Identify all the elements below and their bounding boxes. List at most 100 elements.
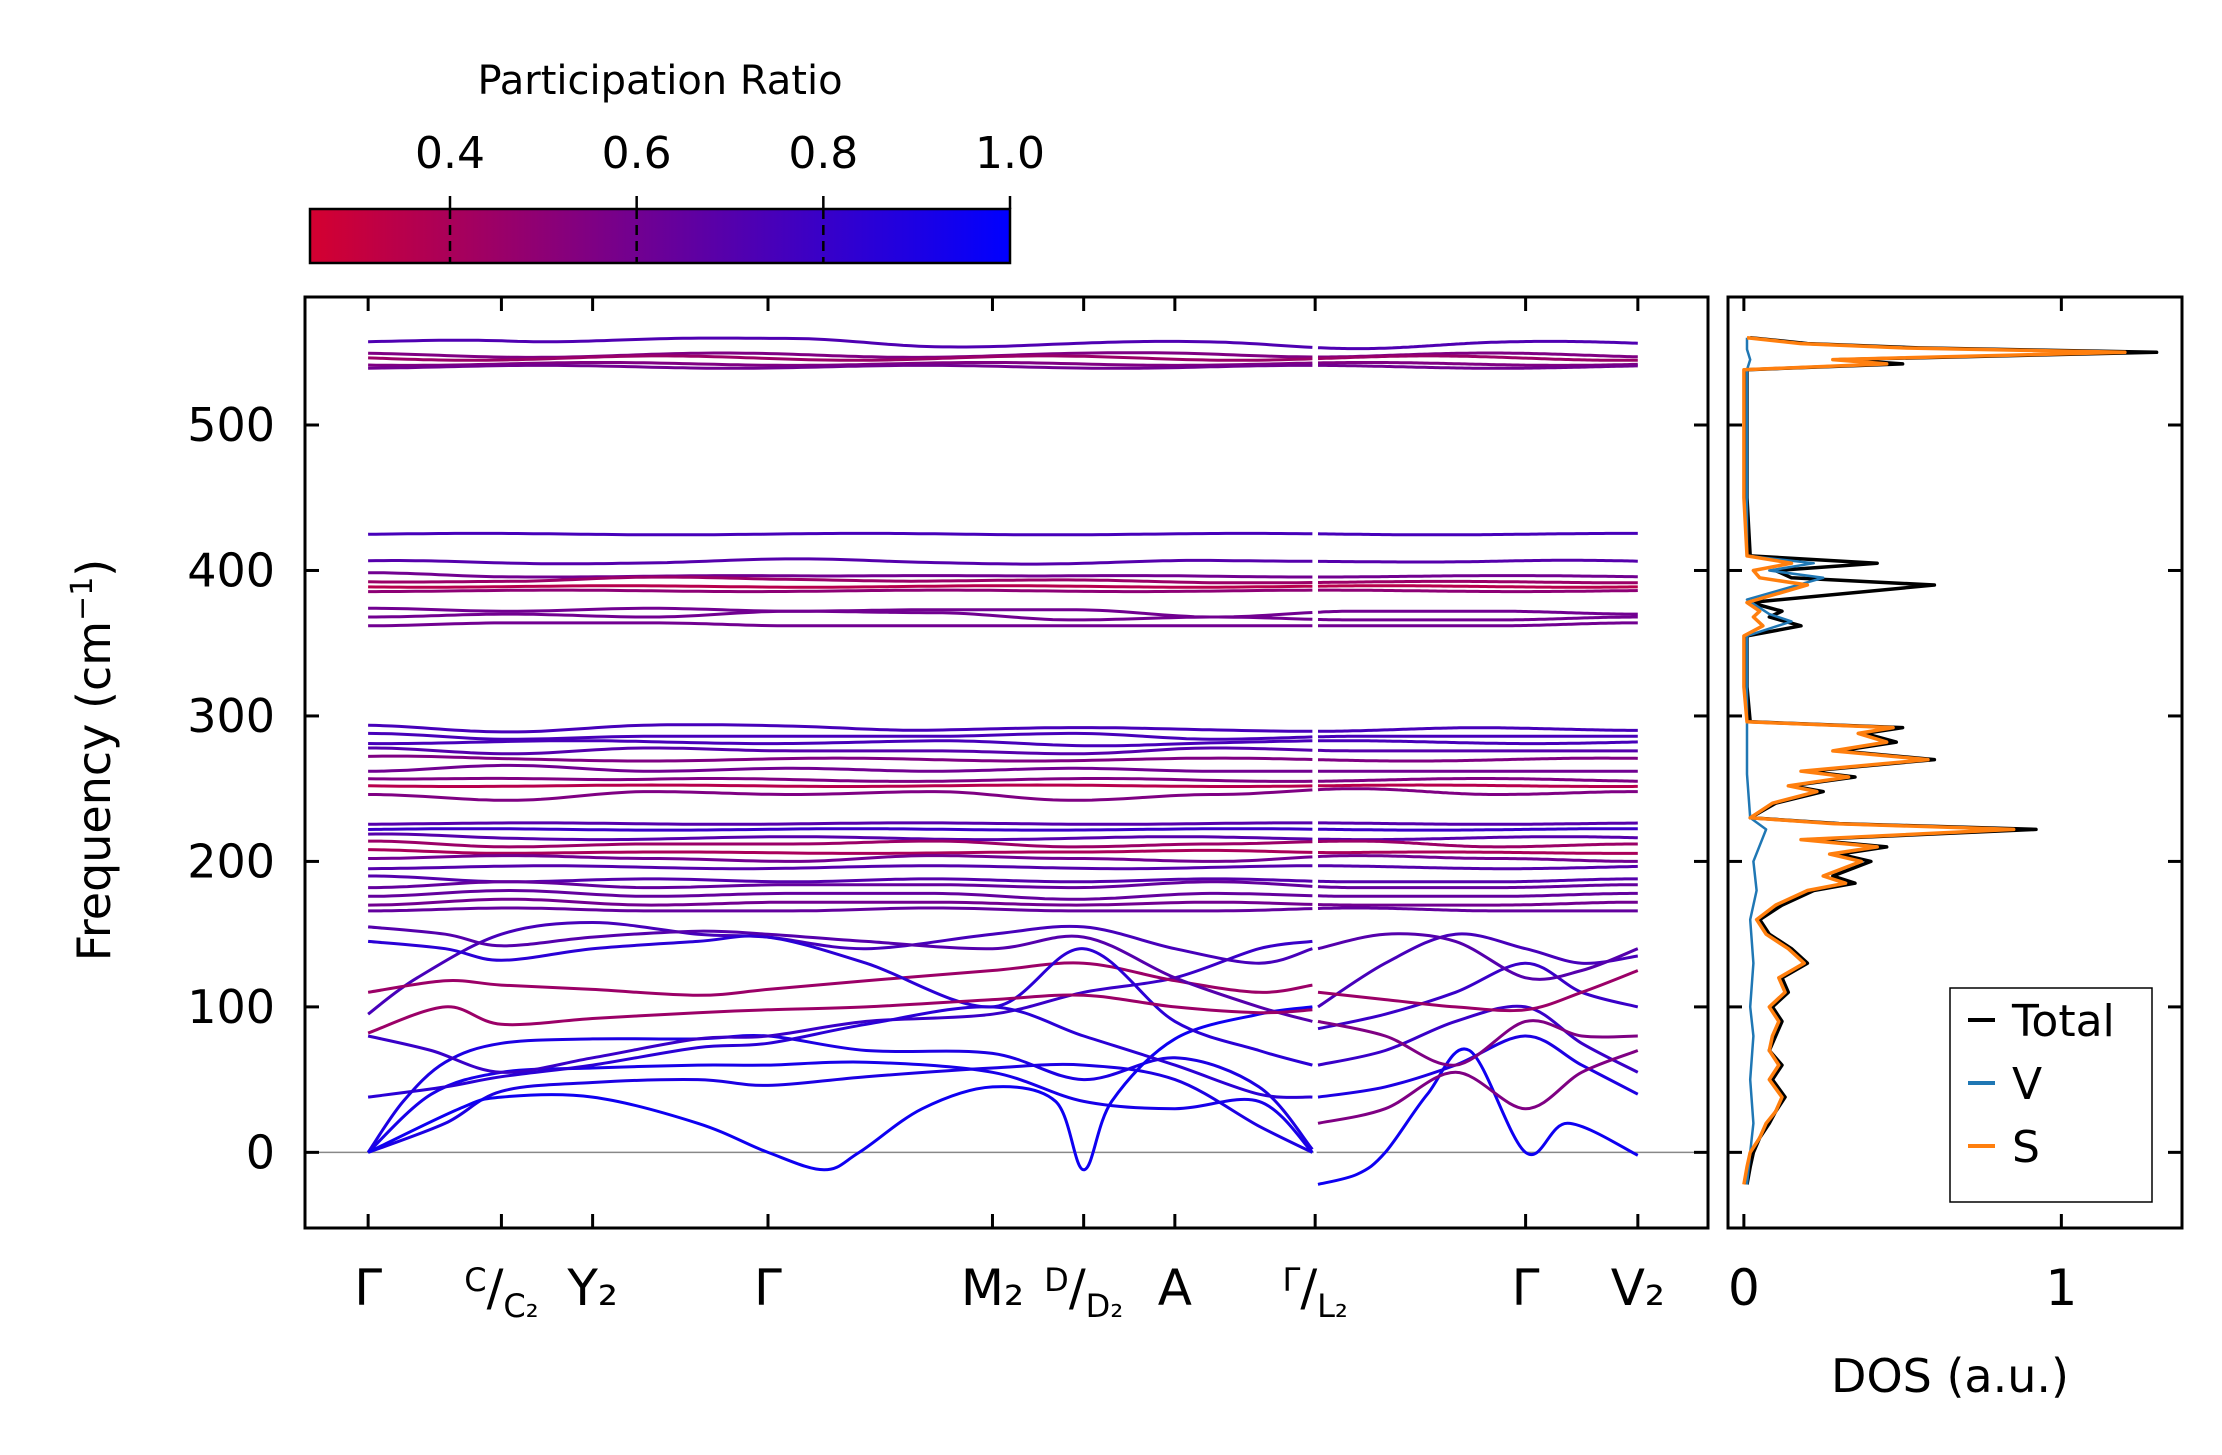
band-line — [1318, 748, 1638, 753]
band-line — [1317, 906, 1638, 913]
y-axis-label-superscript: −1 — [65, 577, 100, 621]
kpoint-label: D/D₂ — [1044, 1259, 1123, 1325]
band-line — [1317, 827, 1638, 832]
band-line — [1317, 531, 1638, 537]
colorbar-tick-label: 0.4 — [415, 128, 485, 179]
band-line — [1317, 787, 1638, 796]
band-plot-frame — [303, 295, 1710, 1230]
band-line — [1318, 756, 1638, 763]
band-line — [366, 1034, 1314, 1154]
band-line — [368, 363, 1313, 370]
band-line — [368, 336, 1313, 349]
band-line — [1318, 821, 1638, 826]
band-line — [368, 839, 1313, 849]
kpoint-label: Γ — [1512, 1259, 1540, 1317]
band-line — [1317, 877, 1638, 884]
band-line — [368, 880, 1313, 890]
y-tick-label: 0 — [246, 1125, 275, 1179]
y-axis-label-text: Frequency (cm — [67, 621, 121, 961]
y-tick-label: 400 — [187, 543, 275, 597]
band-line — [368, 864, 1313, 871]
colorbar-title: Participation Ratio — [477, 58, 842, 104]
dos-series-v — [1745, 337, 1825, 1185]
band-line — [368, 557, 1313, 566]
band-line — [368, 739, 1313, 748]
y-tick-label: 200 — [187, 834, 275, 888]
band-line — [367, 1062, 1314, 1154]
band-line — [1317, 969, 1639, 1013]
kpoint-label: M₂ — [961, 1259, 1024, 1317]
kpoint-label-slash: / — [1300, 1259, 1317, 1317]
colorbar-gradient — [308, 207, 1012, 265]
band-line — [367, 961, 1313, 997]
band-line — [368, 723, 1313, 734]
band-line — [1318, 579, 1638, 585]
colorbar: Participation Ratio 0.4 0.6 0.8 1.0 — [308, 58, 1045, 265]
band-line — [368, 621, 1313, 628]
band-line — [367, 925, 1313, 1023]
band-line — [1317, 1049, 1639, 1125]
kpoint-label: Γ/L₂ — [1282, 1259, 1347, 1325]
kpoint-label: Y₂ — [566, 1259, 618, 1317]
band-line — [1318, 574, 1638, 579]
band-line — [1317, 932, 1639, 981]
band-line — [1317, 734, 1638, 739]
band-line — [1318, 900, 1638, 907]
band-line — [1317, 891, 1638, 898]
band-line — [368, 776, 1313, 783]
band-line — [1318, 835, 1638, 842]
path-break-gap — [1313, 299, 1317, 1226]
kpoint-label: C/C₂ — [464, 1259, 538, 1325]
band-line — [367, 993, 1313, 1035]
band-line — [368, 888, 1313, 901]
band-line — [1318, 864, 1638, 871]
band-line — [1317, 584, 1638, 589]
band-line — [368, 351, 1313, 359]
band-line — [368, 588, 1313, 594]
band-line — [368, 746, 1313, 756]
band-line — [1317, 932, 1639, 1009]
band-line — [367, 934, 1313, 1067]
band-line — [368, 854, 1313, 863]
band-line — [1318, 621, 1638, 628]
dos-x-tick-label: 0 — [1728, 1259, 1760, 1317]
band-line — [368, 531, 1313, 537]
band-line — [368, 754, 1313, 763]
band-line — [368, 731, 1313, 741]
band-line — [1318, 615, 1638, 622]
band-line — [367, 1005, 1313, 1172]
y-tick-label: 300 — [187, 689, 275, 743]
kpoint-label: Γ — [754, 1259, 782, 1317]
band-line — [368, 575, 1313, 585]
kpoint-label-sup: Γ — [1282, 1261, 1300, 1299]
kpoint-label-slash: / — [487, 1259, 504, 1317]
band-line — [368, 571, 1313, 579]
y-axis-label-close: ) — [67, 559, 121, 577]
band-line — [1317, 1019, 1638, 1067]
band-line — [367, 920, 1313, 1016]
legend-label-total: Total — [2011, 996, 2115, 1047]
dos-x-tick-label: 1 — [2045, 1259, 2077, 1317]
band-line — [1317, 883, 1638, 890]
band-line — [1318, 777, 1638, 783]
band-line — [368, 832, 1313, 842]
y-axis-label: Frequency (cm−1) — [65, 559, 121, 962]
dos-panel: 0 1 DOS (a.u.) Total VS — [1726, 295, 2184, 1403]
band-line — [1317, 339, 1638, 351]
band-line — [368, 821, 1313, 826]
band-line — [368, 788, 1313, 802]
band-line — [368, 827, 1313, 832]
kpoint-label: A — [1158, 1259, 1192, 1317]
band-line — [368, 906, 1313, 913]
legend-label-v: V — [2012, 1059, 2042, 1110]
kpoint-label-sup: D — [1044, 1261, 1069, 1299]
band-line — [367, 1005, 1313, 1099]
dos-legend: Total VS — [1949, 987, 2153, 1203]
band-line — [1318, 839, 1638, 849]
legend-box — [1949, 987, 2153, 1203]
dos-plot-frame — [1726, 295, 2184, 1230]
colorbar-tick-label: 0.6 — [602, 128, 672, 179]
kpoint-label-sub: C₂ — [503, 1287, 538, 1325]
